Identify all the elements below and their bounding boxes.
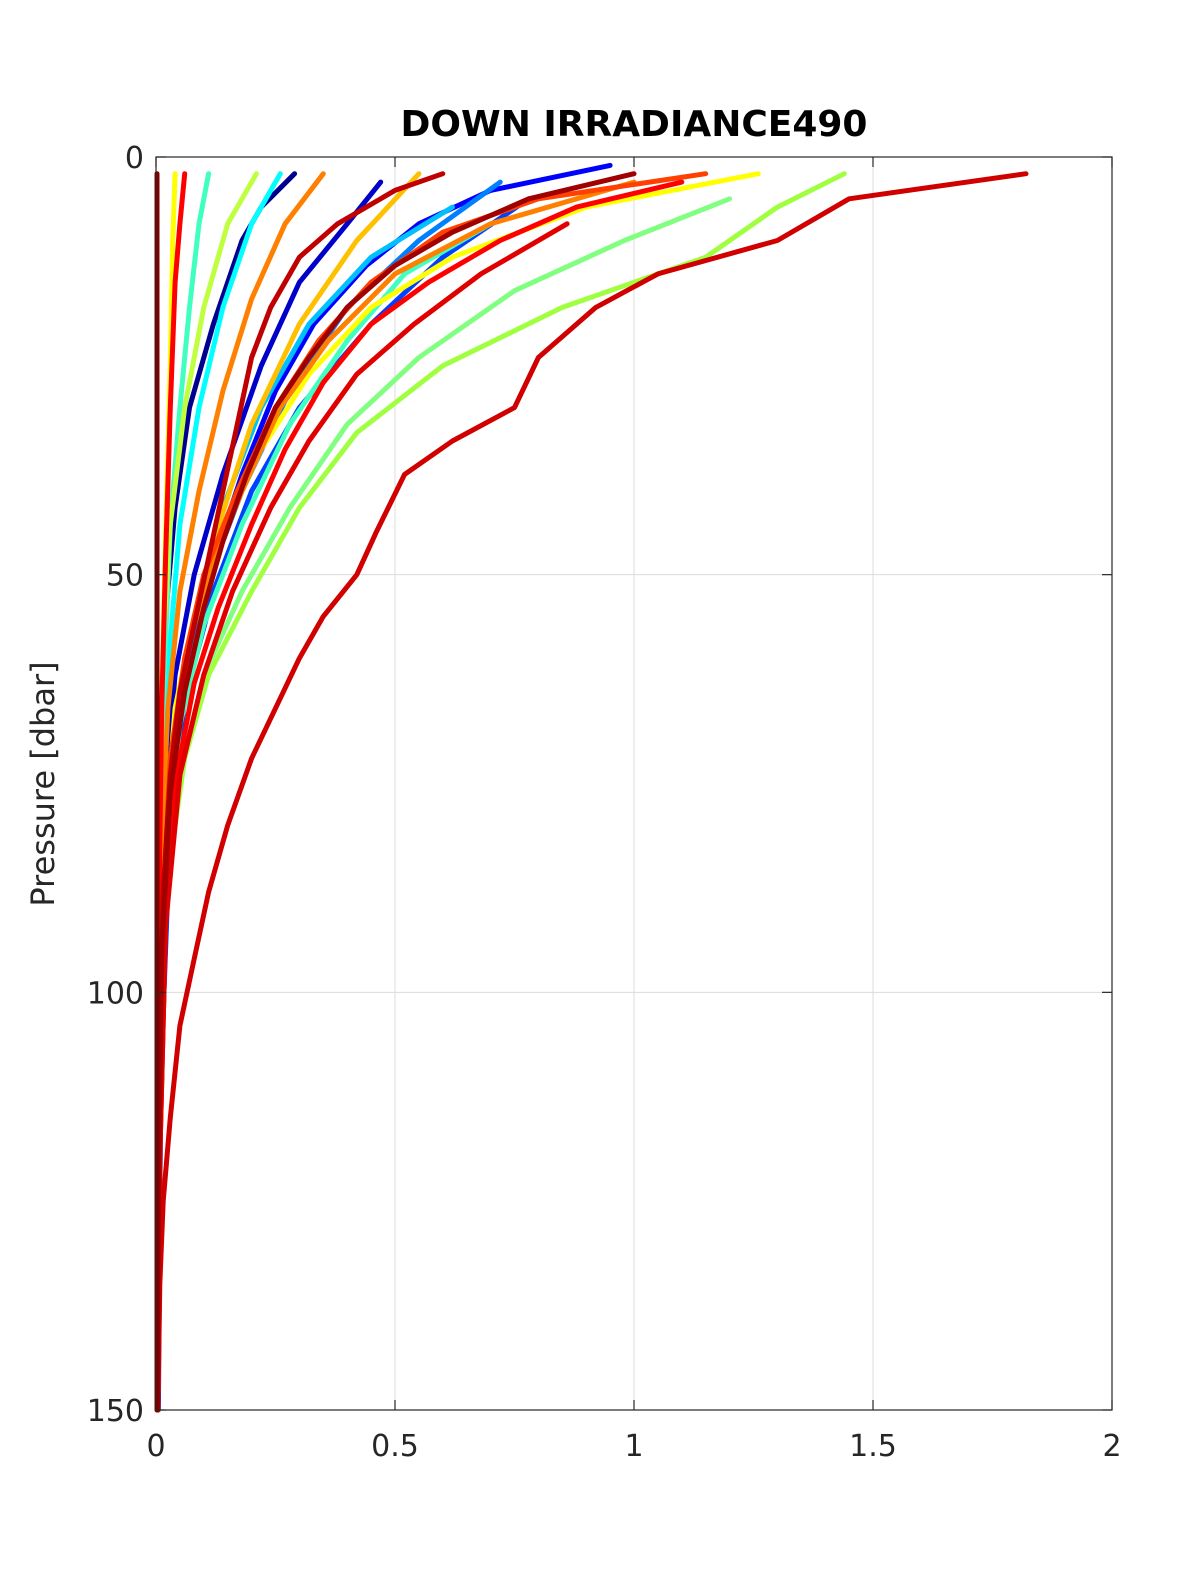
x-tick-label: 2 <box>1102 1429 1121 1464</box>
x-tick-label: 0.5 <box>371 1429 419 1464</box>
y-tick-label: 150 <box>87 1394 144 1429</box>
y-tick-label: 100 <box>87 976 144 1011</box>
y-axis-label: Pressure [dbar] <box>24 661 62 906</box>
ticks <box>155 156 1113 1411</box>
tick-labels: 0 0.5 1 1.5 2 0 50 100 150 <box>87 141 1122 1464</box>
y-tick-label: 0 <box>125 141 144 176</box>
series-line-21 <box>155 221 570 1413</box>
series-line-11 <box>155 171 847 1413</box>
x-tick-label: 1 <box>624 1429 643 1464</box>
series-line-23 <box>154 171 446 1413</box>
chart-title: DOWN IRRADIANCE490 <box>401 104 868 145</box>
grid <box>156 157 1112 1410</box>
series-line-24 <box>154 171 637 1413</box>
x-tick-label: 0 <box>146 1429 165 1464</box>
series-line-4 <box>155 196 532 1413</box>
series-line-22 <box>155 171 1029 1413</box>
y-tick-label: 50 <box>106 559 144 594</box>
x-tick-label: 1.5 <box>849 1429 897 1464</box>
series-layer <box>154 162 1029 1413</box>
series-line-9 <box>155 221 494 1413</box>
series-line-10 <box>155 196 733 1413</box>
